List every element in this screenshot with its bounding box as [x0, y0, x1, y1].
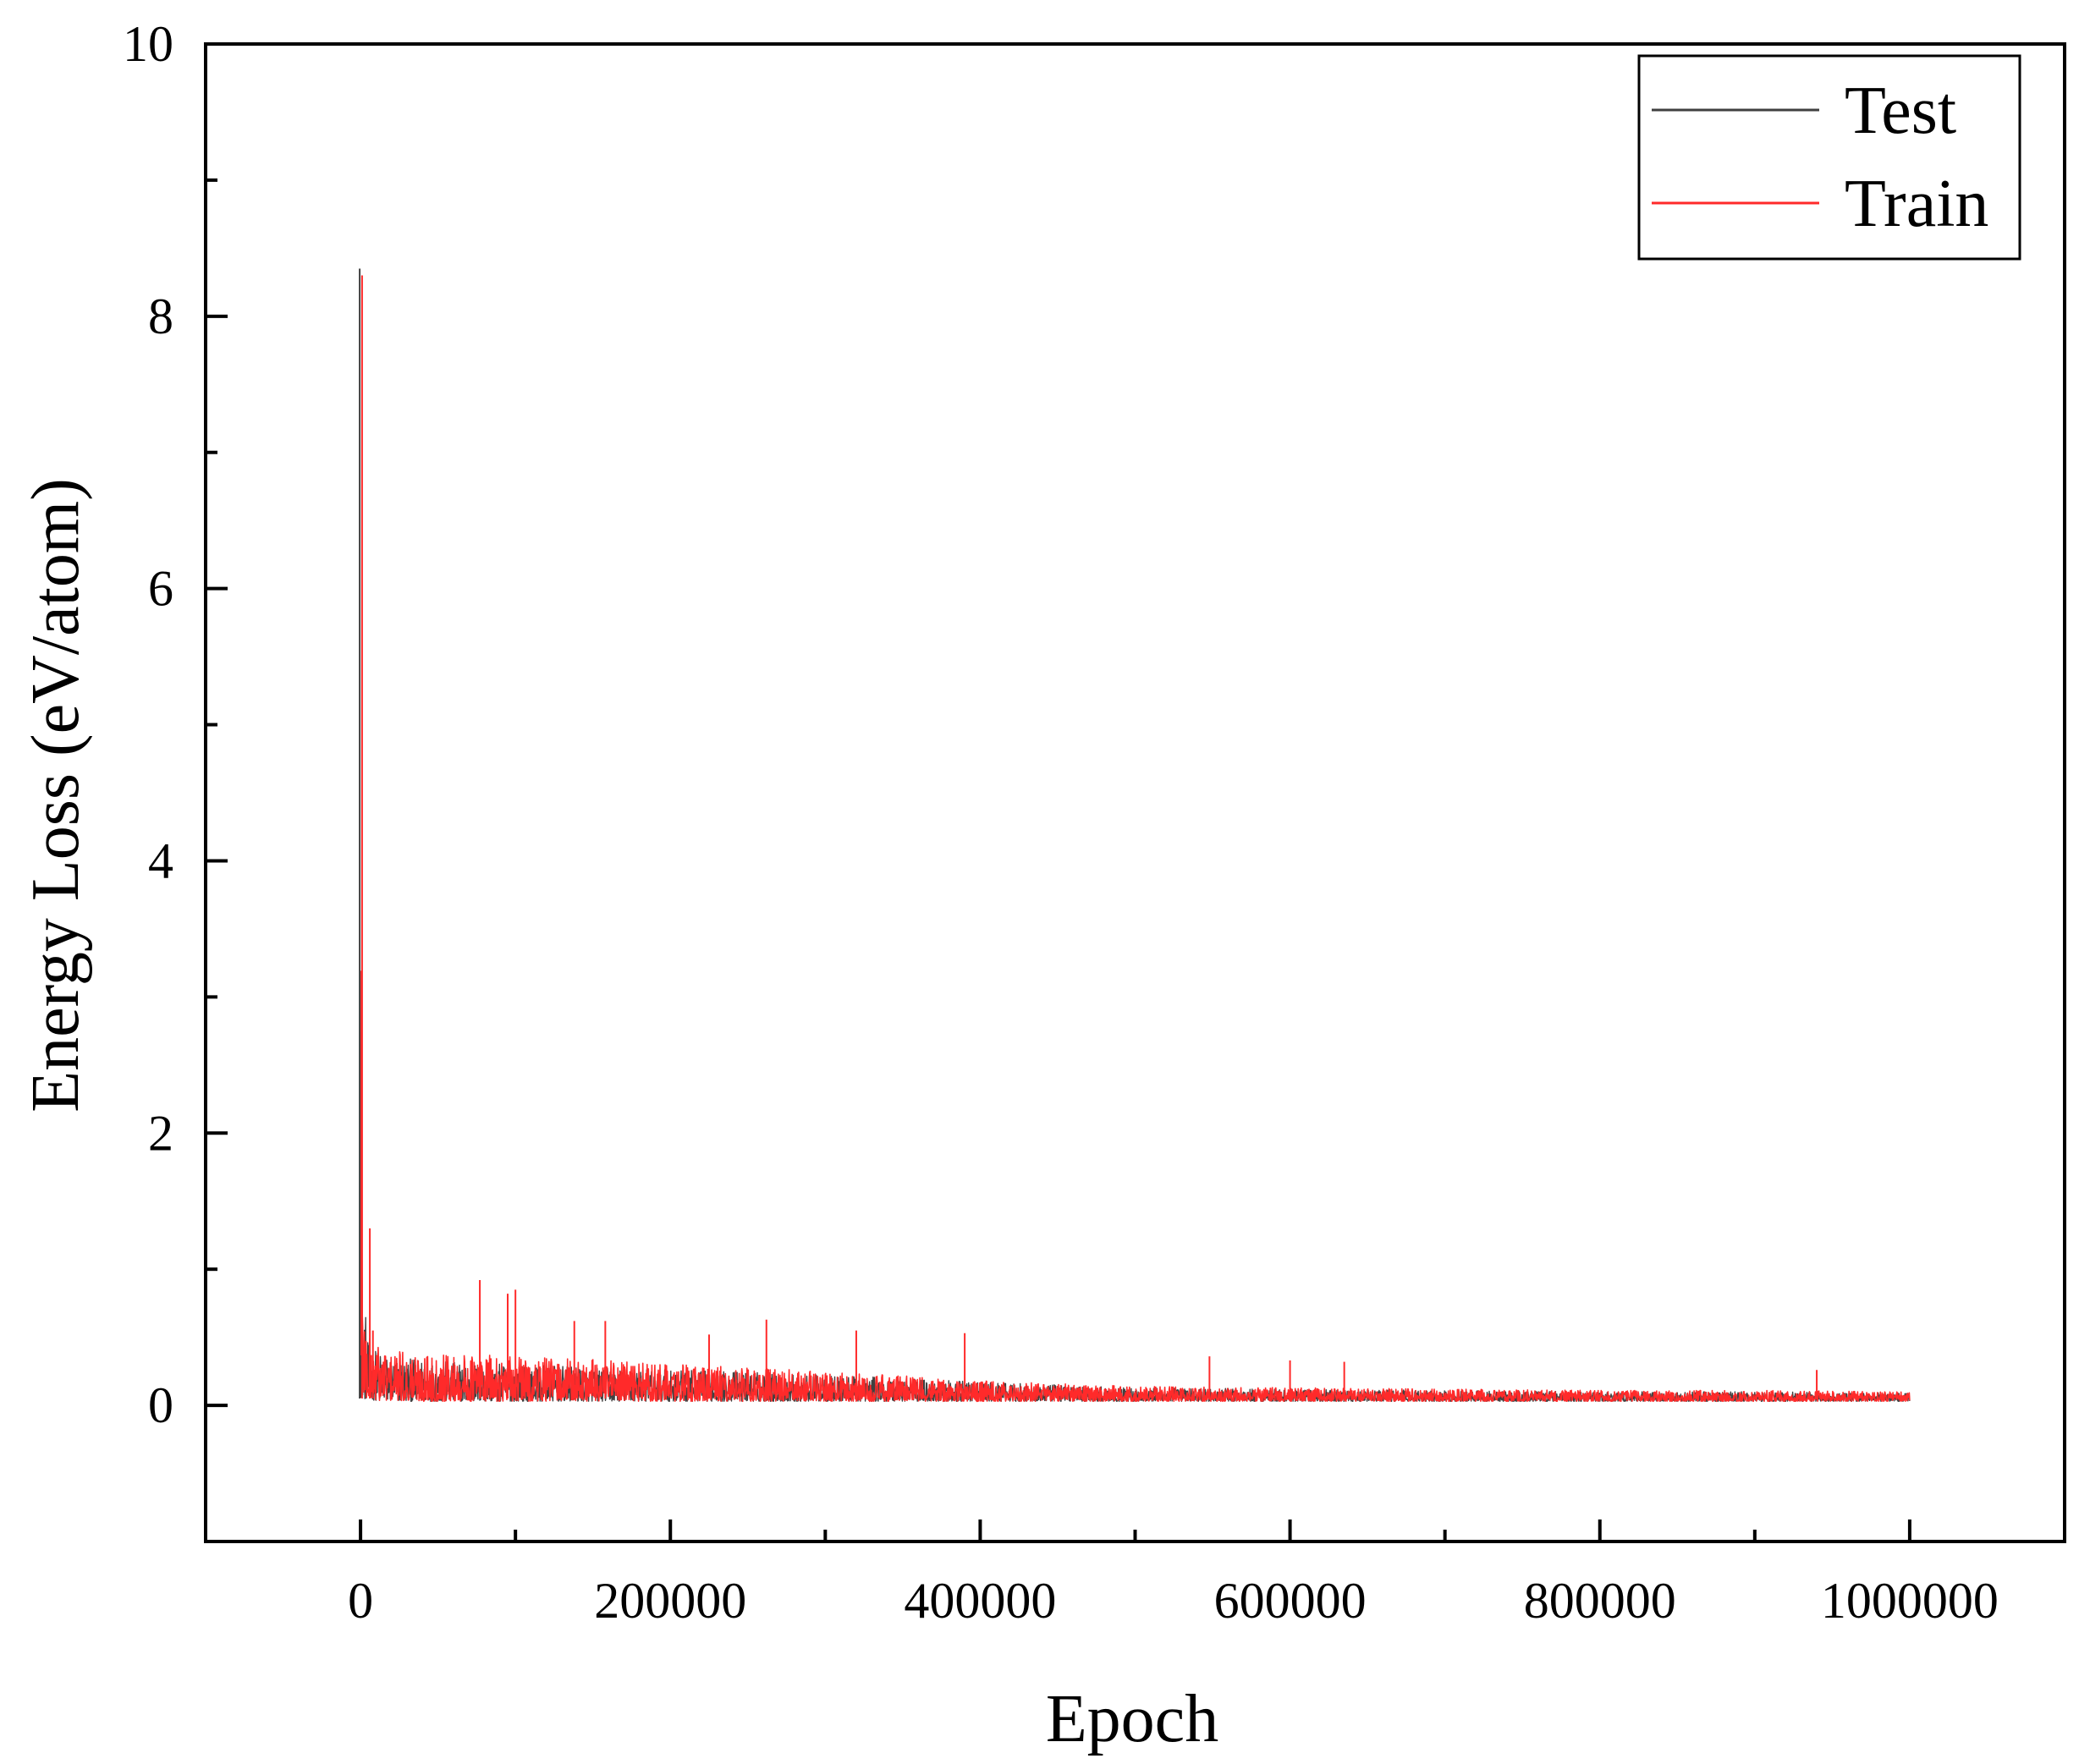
y-axis-title: Energy Loss (eV/atom) — [19, 478, 93, 1112]
x-tick-label: 800000 — [1524, 1573, 1676, 1629]
plot-frame — [204, 42, 2066, 1543]
x-tick-label: 0 — [348, 1573, 373, 1629]
legend-box — [1637, 54, 2021, 261]
x-tick-label: 200000 — [594, 1573, 746, 1629]
x-tick-label: 1000000 — [1821, 1573, 1999, 1629]
y-tick-label: 10 — [123, 16, 173, 72]
legend: Test Train — [1637, 54, 2021, 261]
legend-label-train: Train — [1845, 167, 1988, 241]
legend-label-test: Test — [1845, 74, 1956, 148]
x-tick-label: 400000 — [904, 1573, 1056, 1629]
y-tick-label: 0 — [148, 1377, 173, 1433]
y-tick-label: 6 — [148, 561, 173, 617]
y-tick-label: 2 — [148, 1105, 173, 1161]
x-axis-title: Epoch — [1046, 1682, 1218, 1756]
x-tick-label: 600000 — [1214, 1573, 1367, 1629]
y-tick-label: 8 — [148, 289, 173, 344]
y-tick-label: 4 — [148, 833, 173, 888]
axes-layer: 0 200000 400000 600000 800000 1000000 0 2 4 6 8 10 — [123, 16, 2066, 1629]
series-line-train — [360, 970, 1911, 1403]
plot-layer — [359, 268, 1911, 1403]
